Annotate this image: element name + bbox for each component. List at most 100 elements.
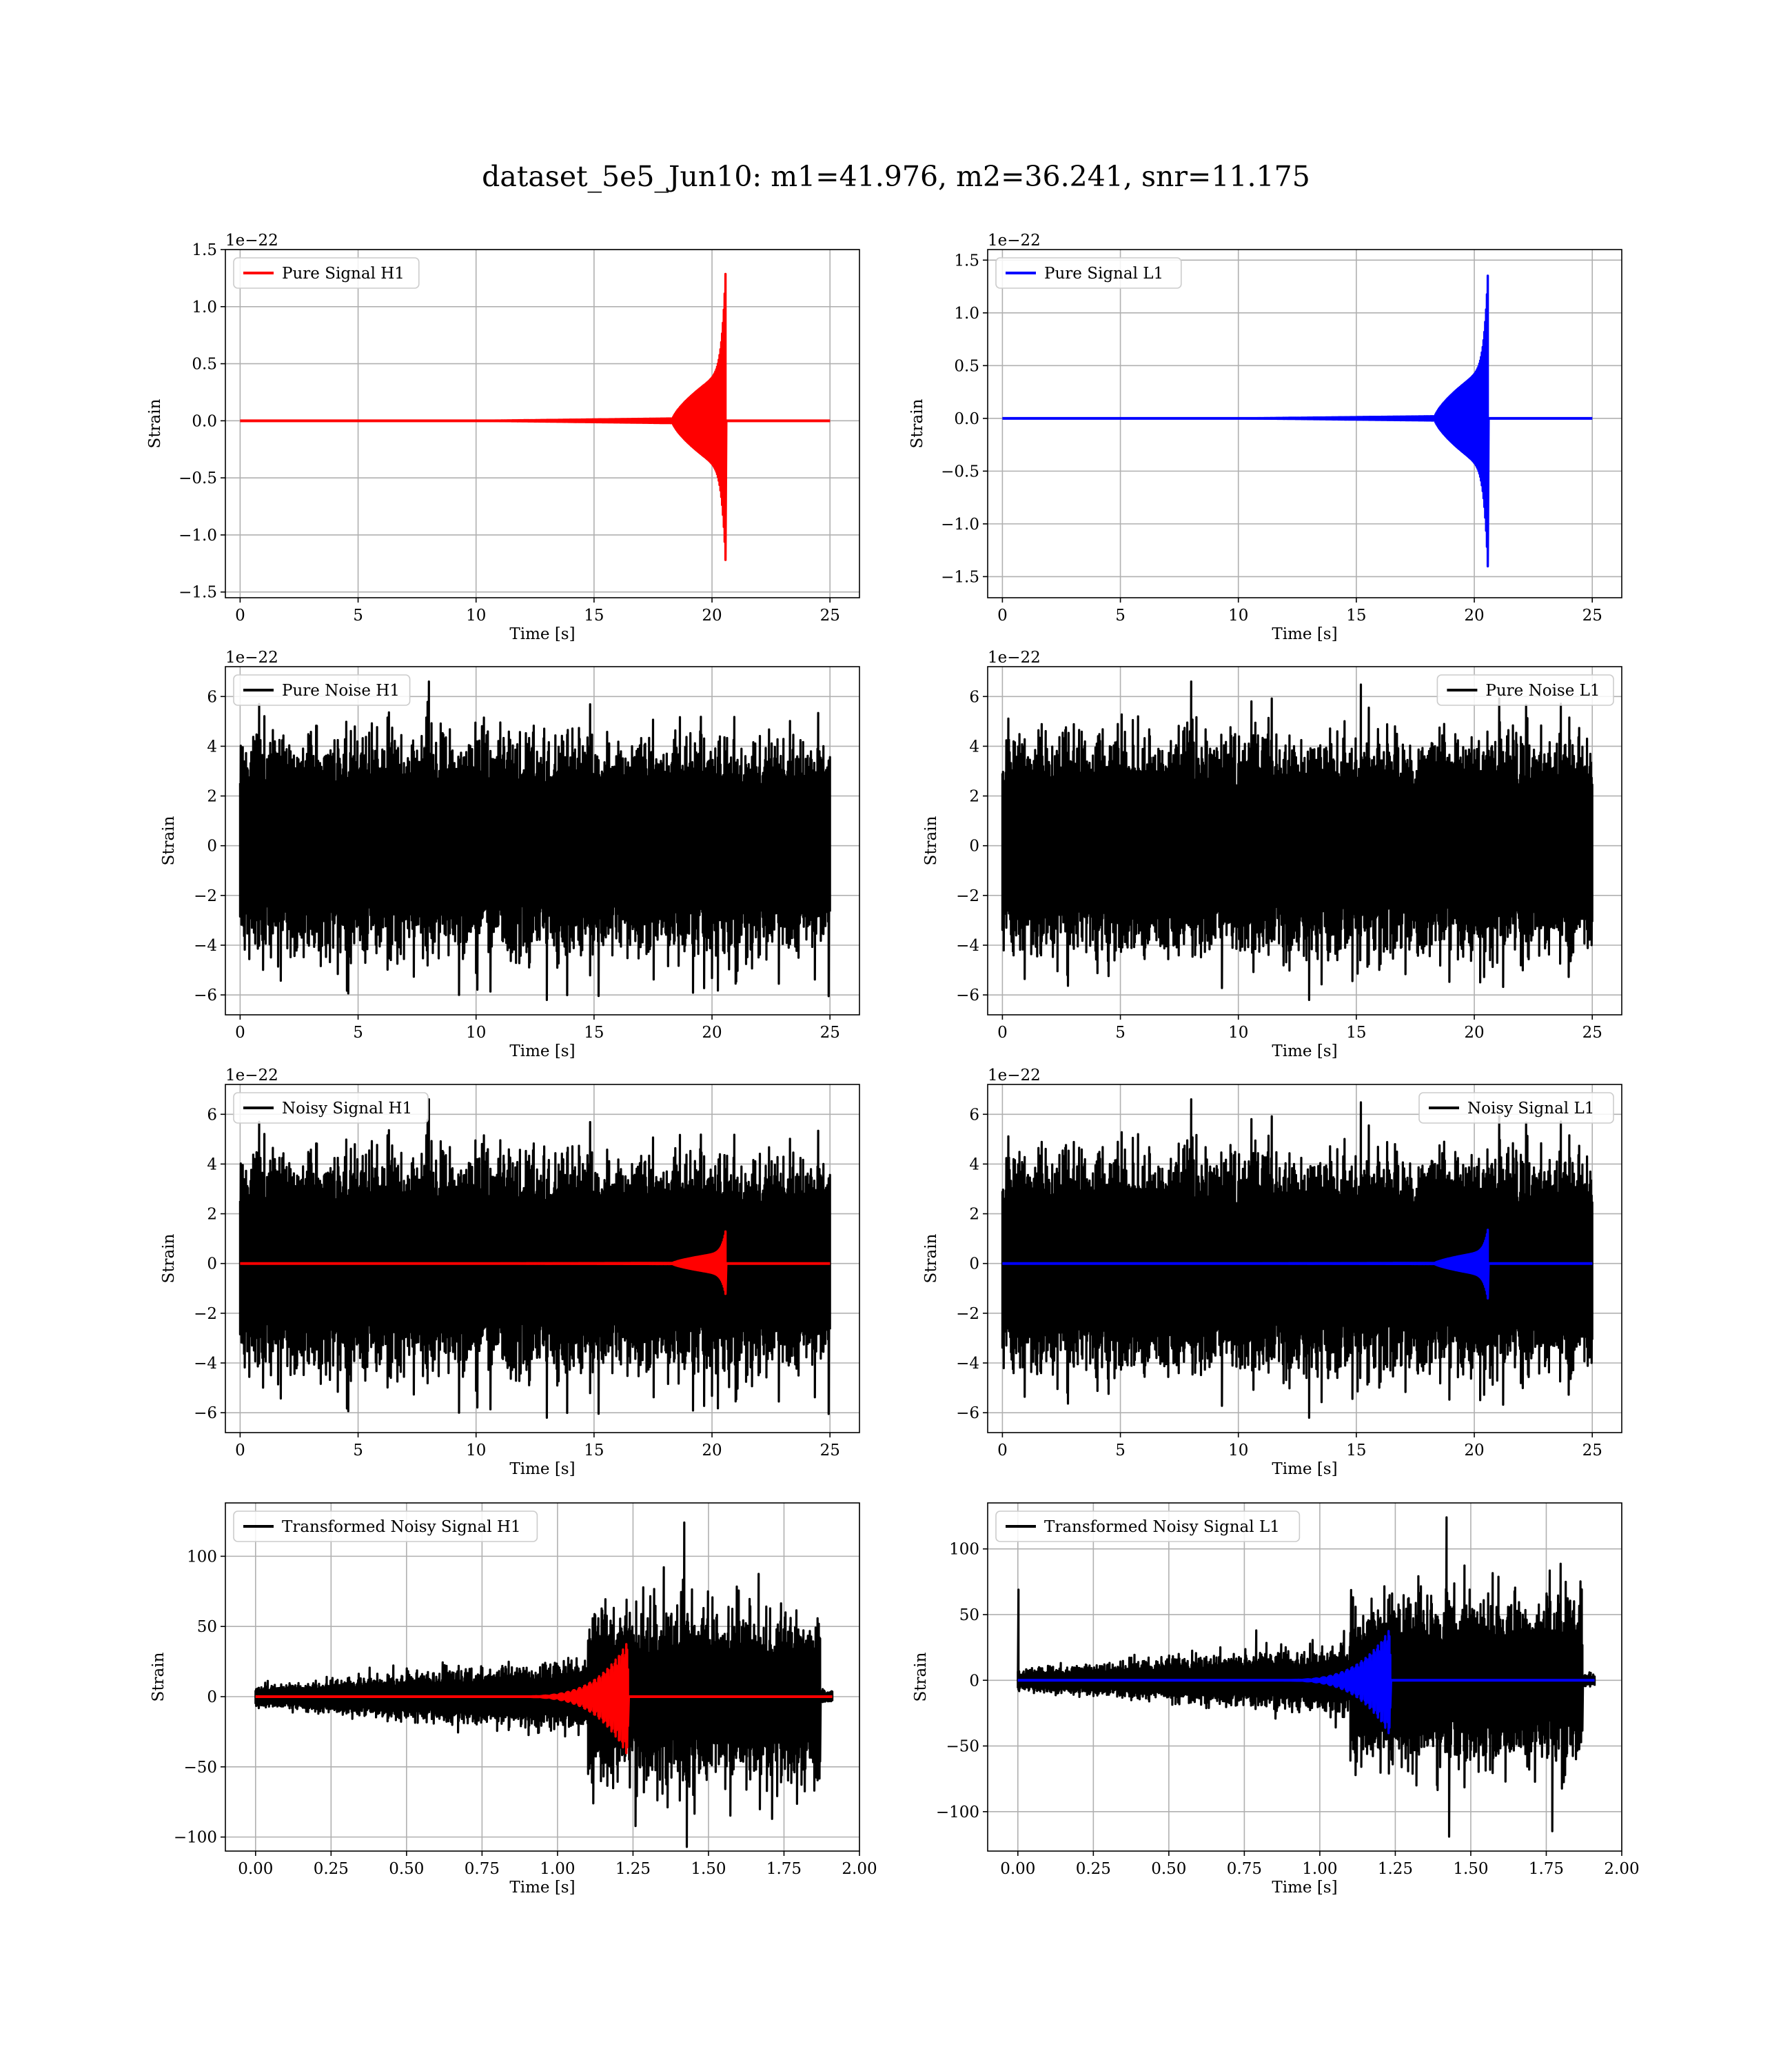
legend-box xyxy=(995,1511,1301,1542)
y-tick-label: 4 xyxy=(969,1155,979,1173)
x-tick-label: 25 xyxy=(1582,1442,1602,1459)
y-tick-label: 0 xyxy=(207,1255,217,1273)
plot-area xyxy=(1001,680,1594,1001)
y-tick-label: −4 xyxy=(194,937,217,955)
y-tick-label: −1.5 xyxy=(941,568,979,586)
x-tick-label: 20 xyxy=(702,1024,722,1042)
legend: Transformed Noisy Signal L1 xyxy=(995,1511,1301,1542)
series-black-noise xyxy=(1001,680,1594,1001)
plot-area xyxy=(1017,1516,1596,1838)
x-tick-label: 10 xyxy=(1228,1442,1248,1459)
y-tick-label: −2 xyxy=(956,887,979,905)
y-tick-label: −6 xyxy=(956,987,979,1004)
x-tick-label: 10 xyxy=(466,1442,486,1459)
x-tick-label: 25 xyxy=(1582,1024,1602,1042)
x-tick-label: 0 xyxy=(235,607,245,625)
x-tick-label: 15 xyxy=(584,1442,604,1459)
y-tick-label: 0.0 xyxy=(192,412,217,430)
x-tick-label: 5 xyxy=(353,1442,363,1459)
plot-area xyxy=(239,272,831,561)
y-tick-label: 0.5 xyxy=(192,356,217,374)
y-tick-label: 2 xyxy=(207,1206,217,1224)
y-tick-label: −50 xyxy=(183,1759,217,1777)
y-tick-label: 6 xyxy=(969,688,979,706)
y-tick-label: −100 xyxy=(936,1804,979,1821)
x-tick-label: 0.00 xyxy=(1000,1860,1035,1878)
x-axis-label: Time [s] xyxy=(509,1879,575,1897)
axes-frame xyxy=(225,666,860,1016)
axes-frame xyxy=(987,666,1622,1016)
legend-label: Pure Noise H1 xyxy=(282,682,400,700)
x-tick-label: 20 xyxy=(702,607,722,625)
x-tick-label: 2.00 xyxy=(1604,1860,1639,1878)
x-tick-label: 25 xyxy=(820,1442,840,1459)
x-tick-label: 25 xyxy=(820,1024,840,1042)
series-black-noise xyxy=(238,680,831,1001)
y-tick-label: −4 xyxy=(194,1355,217,1373)
plot-area xyxy=(238,680,831,1001)
x-axis-label: Time [s] xyxy=(509,1460,575,1478)
x-tick-label: 5 xyxy=(1115,1442,1126,1459)
x-tick-label: 1.75 xyxy=(1529,1860,1564,1878)
x-tick-label: 1.50 xyxy=(691,1860,726,1878)
x-tick-label: 0.25 xyxy=(314,1860,349,1878)
axes-frame xyxy=(987,1502,1622,1852)
y-tick-label: 4 xyxy=(969,738,979,756)
y-tick-label: −6 xyxy=(194,987,217,1004)
y-tick-label: 0 xyxy=(207,1688,217,1706)
x-tick-label: 0 xyxy=(997,1024,1008,1042)
axes-frame xyxy=(225,1084,860,1433)
subplot-4: 0 5 10 15 20 25 −6 −4 −2 0 2 4 6 1e−22 Time [s] Strain P… xyxy=(922,649,1622,1060)
x-axis-label: Time [s] xyxy=(509,625,575,643)
y-tick-label: −1.0 xyxy=(179,527,217,545)
x-tick-label: 25 xyxy=(1582,607,1602,625)
plot-area xyxy=(238,1098,831,1419)
subplot-8: 0.00 0.25 0.50 0.75 1.00 1.25 1.50 1.75 2.00 −100… xyxy=(912,1502,1640,1897)
x-axis-label: Time [s] xyxy=(1272,1879,1337,1897)
y-tick-label: −4 xyxy=(956,937,979,955)
x-tick-label: 0.25 xyxy=(1076,1860,1111,1878)
y-tick-label: 4 xyxy=(207,738,217,756)
y-tick-label: 100 xyxy=(187,1548,217,1566)
y-tick-label: −1.0 xyxy=(941,516,979,534)
y-tick-label: −2 xyxy=(194,1305,217,1323)
y-tick-label: 0 xyxy=(969,838,979,856)
axes-frame xyxy=(225,249,860,598)
axis-offset-text: 1e−22 xyxy=(988,649,1041,667)
y-axis-label: Strain xyxy=(160,816,178,865)
y-tick-label: 6 xyxy=(969,1106,979,1124)
y-tick-label: 0.5 xyxy=(954,357,979,375)
legend-label: Pure Signal H1 xyxy=(282,265,405,283)
plot-area xyxy=(254,1521,834,1848)
y-tick-label: 1.0 xyxy=(954,305,979,323)
x-tick-label: 1.50 xyxy=(1453,1860,1488,1878)
legend: Pure Signal L1 xyxy=(995,257,1182,289)
y-tick-label: −2 xyxy=(956,1305,979,1323)
y-tick-label: 100 xyxy=(949,1541,979,1559)
x-tick-label: 0 xyxy=(997,607,1008,625)
y-tick-label: 6 xyxy=(207,688,217,706)
x-tick-label: 5 xyxy=(1115,1024,1126,1042)
x-tick-label: 20 xyxy=(702,1442,722,1459)
y-axis-label: Strain xyxy=(912,1652,930,1701)
legend-label: Noisy Signal H1 xyxy=(282,1100,412,1118)
x-tick-label: 1.25 xyxy=(615,1860,651,1878)
x-axis-label: Time [s] xyxy=(1272,625,1337,643)
x-tick-label: 20 xyxy=(1464,1024,1484,1042)
legend-box xyxy=(233,1092,429,1124)
legend: Pure Noise L1 xyxy=(1436,674,1614,706)
x-tick-label: 2.00 xyxy=(842,1860,877,1878)
legend-label: Pure Noise L1 xyxy=(1485,682,1600,700)
x-tick-label: 10 xyxy=(466,1024,486,1042)
x-tick-label: 15 xyxy=(1346,607,1366,625)
subplot-3: 0 5 10 15 20 25 −6 −4 −2 0 2 4 6 1e−22 Time [s] Strain P… xyxy=(160,649,860,1060)
x-tick-label: 1.75 xyxy=(766,1860,802,1878)
y-tick-label: 1.5 xyxy=(192,241,217,259)
axes-frame xyxy=(987,1084,1622,1433)
axes-frame xyxy=(987,249,1622,598)
legend-box xyxy=(233,674,411,706)
x-tick-label: 0 xyxy=(235,1442,245,1459)
x-tick-label: 0.75 xyxy=(465,1860,500,1878)
x-tick-label: 15 xyxy=(584,607,604,625)
y-tick-label: −2 xyxy=(194,887,217,905)
